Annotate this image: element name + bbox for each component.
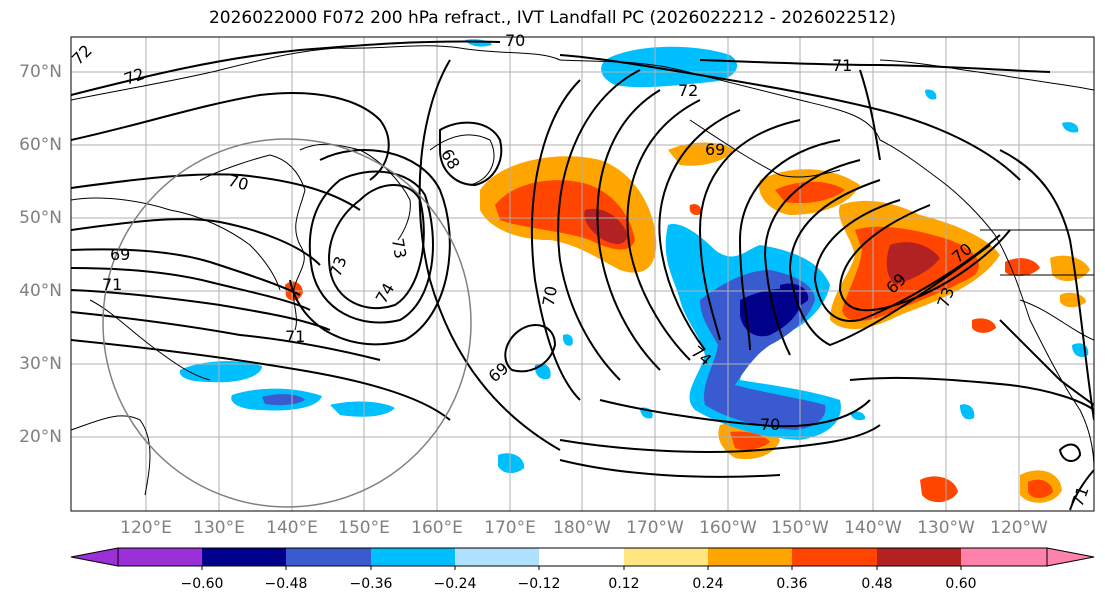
lon-label: 160°E — [411, 518, 463, 538]
colorbar-swatch — [286, 548, 371, 566]
colorbar-swatch — [624, 548, 709, 566]
colorbar-tick-label: 0.24 — [692, 576, 724, 592]
colorbar-swatch — [792, 548, 877, 566]
colorbar — [70, 547, 1095, 570]
contour-label: 72 — [122, 64, 148, 89]
colorbar-tick-label: 0.12 — [608, 576, 640, 592]
contour-label: 70 — [760, 415, 780, 434]
contour-label: 73 — [388, 237, 410, 260]
colorbar-swatch — [877, 548, 962, 566]
contour-label: 69 — [485, 358, 513, 386]
lon-label: 140°W — [844, 518, 902, 538]
colorbar-swatch — [118, 548, 203, 566]
colorbar-tick-label: −0.48 — [264, 576, 308, 592]
lon-label: 120°W — [990, 518, 1048, 538]
lat-label: 40°N — [19, 281, 62, 301]
lon-label: 130°W — [917, 518, 975, 538]
map-frame — [70, 36, 1095, 512]
lon-label: 160°W — [699, 518, 757, 538]
colorbar-swatch — [202, 548, 287, 566]
colorbar-low-extension — [70, 547, 119, 567]
lon-label: 180°W — [553, 518, 611, 538]
colorbar-swatch — [961, 548, 1047, 566]
lat-label: 50°N — [19, 208, 62, 228]
lon-label: 170°E — [484, 518, 536, 538]
colorbar-swatch — [539, 548, 624, 566]
colorbar-tick-label: −0.24 — [433, 576, 477, 592]
contour-label: 69 — [705, 140, 725, 159]
colorbar-tick-label: 0.36 — [776, 576, 808, 592]
contour-label: 72 — [678, 81, 698, 100]
contour-label: 69 — [110, 245, 130, 264]
lon-label: 120°E — [120, 518, 172, 538]
contour-label: 70 — [226, 171, 251, 195]
contour-label: 74 — [372, 280, 399, 307]
lon-label: 150°E — [338, 518, 390, 538]
colorbar-swatch — [371, 548, 456, 566]
contour-label: 68 — [437, 146, 464, 173]
contour-label: 70 — [505, 31, 525, 50]
chart-title: 2026022000 F072 200 hPa refract., IVT La… — [208, 8, 896, 28]
refractivity-contours — [71, 40, 1094, 511]
colorbar-tick-label: 0.60 — [945, 576, 977, 592]
contour-label: 70 — [539, 284, 561, 307]
colorbar-tick-label: 0.48 — [861, 576, 893, 592]
colorbar-tick-label: −0.60 — [180, 576, 224, 592]
lat-label: 20°N — [19, 427, 62, 447]
contour-label: 71 — [285, 327, 305, 346]
lat-label: 70°N — [19, 62, 62, 82]
lon-label: 150°W — [771, 518, 829, 538]
colorbar-high-extension — [1046, 547, 1095, 567]
lon-label: 140°E — [266, 518, 318, 538]
colorbar-tick-label: −0.12 — [517, 576, 561, 592]
range-ring — [102, 138, 472, 508]
coastlines — [71, 45, 1094, 496]
lon-label: 130°E — [193, 518, 245, 538]
lat-label: 60°N — [19, 135, 62, 155]
colorbar-swatch — [455, 548, 540, 566]
contour-label: 72 — [68, 41, 96, 69]
contour-label: 71 — [832, 56, 852, 75]
colorbar-swatch — [708, 548, 793, 566]
contour-label: 71 — [102, 275, 122, 294]
lat-label: 30°N — [19, 354, 62, 374]
colorbar-tick-label: −0.36 — [349, 576, 393, 592]
lon-label: 170°W — [626, 518, 684, 538]
